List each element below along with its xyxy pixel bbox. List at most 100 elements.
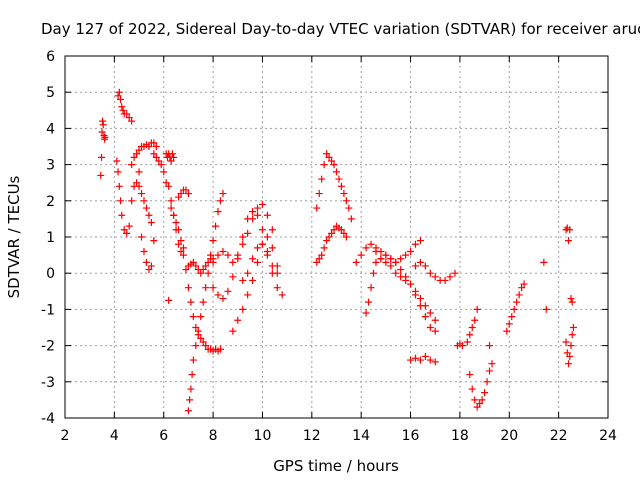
data-point	[372, 258, 380, 266]
data-point	[505, 320, 513, 328]
data-point	[152, 143, 160, 150]
data-point	[188, 371, 196, 379]
data-point	[431, 316, 439, 324]
data-point	[179, 251, 187, 259]
data-point	[219, 295, 227, 303]
data-point	[209, 237, 217, 245]
data-point	[254, 211, 262, 219]
data-point	[542, 305, 550, 313]
data-point	[147, 219, 155, 227]
grid	[65, 56, 608, 418]
data-point	[387, 262, 395, 270]
data-point	[320, 161, 328, 169]
data-point	[416, 302, 424, 310]
x-tick-label: 18	[451, 428, 469, 444]
data-point	[416, 295, 424, 303]
x-tick-label: 24	[599, 428, 617, 444]
data-point	[431, 327, 439, 335]
data-point	[170, 211, 178, 219]
data-point	[458, 342, 466, 350]
data-point	[133, 150, 141, 158]
series-s33	[562, 324, 577, 368]
data-point	[382, 258, 390, 266]
data-point	[219, 247, 227, 255]
data-point	[239, 240, 247, 248]
data-point	[340, 190, 348, 198]
data-point	[483, 378, 491, 386]
data-point	[518, 284, 526, 292]
data-point	[362, 244, 370, 252]
data-point	[397, 266, 405, 274]
y-axis-label: SDTVAR / TECUs	[5, 175, 23, 298]
data-point	[130, 153, 138, 161]
data-point	[249, 208, 257, 216]
data-point	[182, 186, 190, 194]
y-tick-label: 5	[46, 85, 55, 101]
data-point	[567, 342, 575, 350]
data-point	[150, 139, 158, 147]
data-point	[254, 244, 262, 252]
data-point	[258, 200, 266, 208]
series-s13	[184, 251, 217, 277]
data-point	[128, 117, 136, 125]
data-point	[568, 331, 576, 339]
data-point	[463, 338, 471, 346]
series-s06	[138, 233, 158, 274]
data-point	[258, 240, 266, 248]
data-point	[140, 247, 148, 255]
data-point	[323, 237, 331, 245]
data-point	[157, 161, 165, 169]
data-point	[123, 229, 131, 237]
series-s11	[167, 204, 224, 355]
data-point	[192, 324, 200, 331]
data-point	[202, 342, 210, 350]
data-point	[325, 153, 333, 161]
data-point	[278, 291, 286, 299]
data-point	[189, 356, 197, 364]
data-point	[508, 313, 516, 321]
data-point	[114, 92, 122, 100]
data-point	[184, 190, 192, 198]
data-point	[330, 226, 338, 234]
data-point	[142, 258, 150, 266]
series-s04	[128, 139, 160, 169]
data-point	[402, 273, 410, 281]
data-point	[468, 385, 476, 393]
data-point	[182, 266, 190, 274]
data-point	[416, 258, 424, 266]
series-s26	[453, 340, 466, 350]
data-point	[503, 327, 511, 335]
x-tick-label: 10	[254, 428, 272, 444]
data-point	[175, 240, 183, 248]
data-point	[199, 298, 207, 306]
data-point	[372, 247, 380, 255]
data-point	[145, 266, 153, 274]
y-tick-label: 3	[46, 158, 55, 174]
data-point	[451, 269, 459, 277]
data-point	[426, 324, 434, 331]
y-tick-label: -3	[41, 375, 55, 391]
data-point	[471, 316, 479, 324]
data-point	[335, 175, 343, 183]
data-point	[392, 269, 400, 277]
data-point	[167, 204, 175, 212]
data-point	[421, 313, 429, 321]
data-point	[167, 197, 175, 205]
data-point	[118, 211, 126, 219]
data-point	[170, 153, 178, 161]
data-point	[466, 331, 474, 339]
data-point	[421, 262, 429, 270]
data-point	[249, 276, 257, 284]
data-point	[263, 233, 271, 241]
x-tick-label: 22	[550, 428, 568, 444]
data-point	[367, 240, 375, 248]
data-point	[513, 298, 521, 306]
series-s10	[175, 186, 192, 201]
data-point	[562, 338, 570, 346]
data-point	[411, 240, 419, 248]
data-point	[140, 197, 148, 205]
data-point	[426, 356, 434, 364]
y-tick-label: 1	[46, 230, 55, 246]
